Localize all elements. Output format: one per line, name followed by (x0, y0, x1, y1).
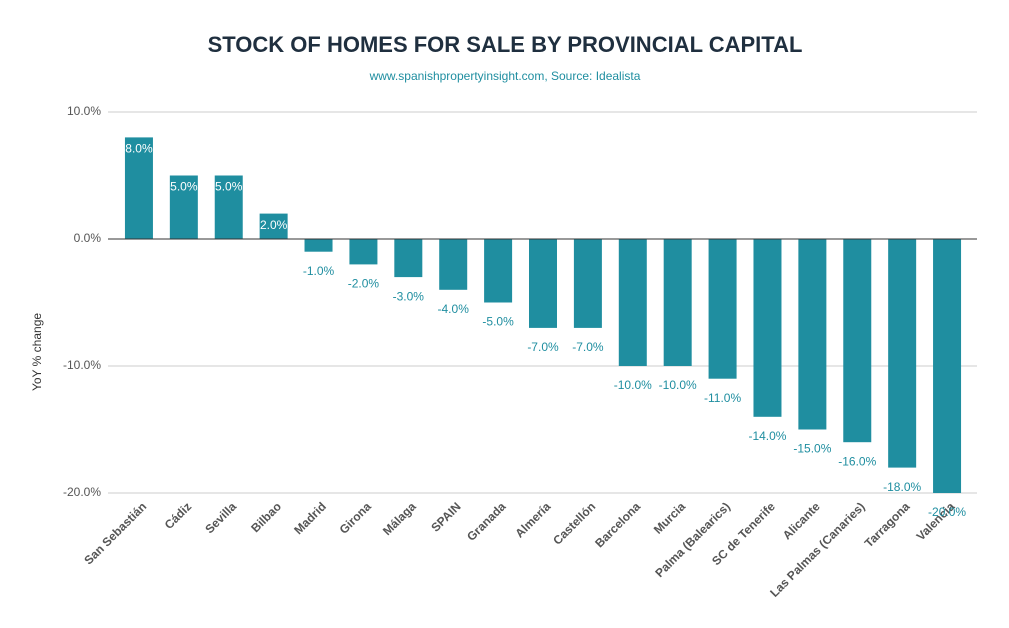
bar (124, 137, 153, 239)
data-label: 8.0% (125, 142, 153, 156)
x-tick-label: Murcia (651, 499, 688, 536)
data-label: 5.0% (170, 180, 198, 194)
x-tick-label: Girona (337, 499, 374, 536)
x-tick-label: Alicante (780, 499, 823, 542)
data-label: -2.0% (348, 277, 380, 291)
data-label: -7.0% (572, 340, 604, 354)
data-label: -14.0% (748, 429, 786, 443)
x-tick-label: Sevilla (202, 499, 239, 536)
bar (618, 239, 647, 366)
y-tick-label: 10.0% (67, 104, 101, 118)
data-label: -3.0% (393, 289, 425, 303)
x-tick-label: Barcelona (592, 499, 643, 550)
bar (663, 239, 692, 366)
bar (933, 239, 962, 493)
data-label: -4.0% (438, 302, 470, 316)
x-tick-label: Almería (512, 499, 553, 540)
bar (753, 239, 782, 417)
data-label: -20.0% (928, 505, 966, 519)
bar (439, 239, 468, 290)
chart-title: STOCK OF HOMES FOR SALE BY PROVINCIAL CA… (208, 32, 803, 57)
data-label: 2.0% (260, 218, 288, 232)
bar (708, 239, 737, 379)
bar (169, 175, 198, 239)
bar (304, 239, 333, 252)
x-tick-label: Tarragona (862, 499, 913, 550)
bar (214, 175, 243, 239)
x-tick-label: San Sebastián (81, 499, 149, 567)
bar (394, 239, 423, 278)
chart-subtitle: www.spanishpropertyinsight.com, Source: … (369, 69, 641, 83)
bar (843, 239, 872, 443)
bar (529, 239, 557, 328)
x-tick-label: Granada (464, 499, 509, 544)
y-axis-title: YoY % change (30, 313, 44, 391)
x-tick-label: SPAIN (428, 499, 463, 534)
data-label: -7.0% (527, 340, 559, 354)
data-label: 5.0% (215, 180, 243, 194)
data-label: -5.0% (482, 315, 514, 329)
bar (259, 213, 288, 239)
y-tick-label: 0.0% (74, 231, 102, 245)
y-tick-label: -10.0% (63, 358, 101, 372)
bar (798, 239, 827, 430)
data-label: -18.0% (883, 480, 921, 494)
data-label: -11.0% (704, 391, 741, 405)
x-tick-label: Cádiz (162, 499, 195, 532)
x-tick-label: Madrid (291, 499, 329, 537)
data-label: -15.0% (793, 442, 831, 456)
bar (888, 239, 917, 468)
bar (573, 239, 602, 328)
bar (484, 239, 513, 303)
x-tick-label: Bilbao (248, 499, 284, 535)
bar (349, 239, 378, 265)
data-label: -10.0% (659, 378, 697, 392)
y-tick-label: -20.0% (63, 485, 101, 499)
data-label: -1.0% (303, 264, 335, 278)
x-tick-label: Palma (Balearics) (652, 499, 733, 580)
x-tick-label: Málaga (380, 499, 419, 538)
data-label: -16.0% (838, 454, 876, 468)
data-label: -10.0% (614, 378, 652, 392)
